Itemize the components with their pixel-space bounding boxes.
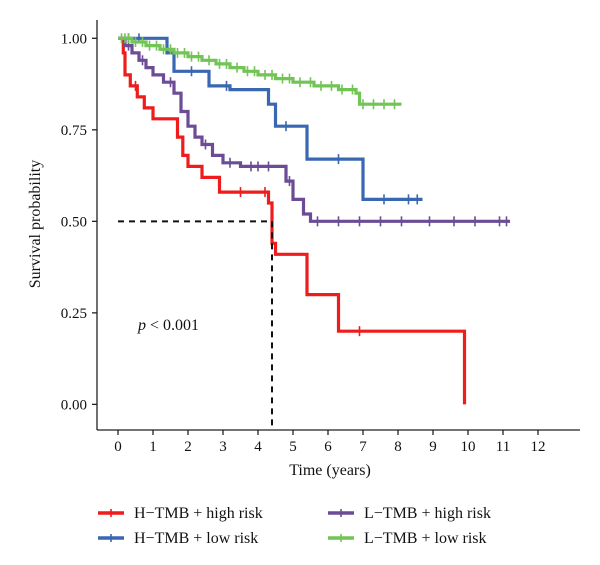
plot-area: 0.000.250.500.751.000 1 2 3 4 5 6 7 8 9 10 11 12 (61, 20, 580, 455)
series-line-3 (118, 36, 510, 223)
y-axis-label: Survival probability (27, 160, 44, 288)
y-tick-label: 0.25 (61, 306, 87, 322)
series-line-4 (118, 36, 402, 106)
x-tick-label: 3 (219, 439, 227, 455)
x-tick-label: 2 (184, 439, 192, 455)
x-tick-label: 10 (461, 439, 476, 455)
y-tick-label: 0.75 (61, 123, 87, 139)
x-tick-label: 1 (149, 439, 157, 455)
x-tick-label: 7 (359, 439, 367, 455)
x-tick-label: 4 (254, 439, 262, 455)
y-tick-label: 0.00 (61, 397, 87, 413)
x-tick-label: 0 (114, 439, 122, 455)
legend: H−TMB + high risk H−TMB + low risk L−TMB +… (98, 505, 491, 547)
legend-label-4: L−TMB + low risk (364, 530, 487, 547)
x-tick-label: 11 (496, 439, 510, 455)
legend-label-3: L−TMB + high risk (364, 505, 491, 522)
legend-label-1: H−TMB + high risk (134, 505, 263, 522)
series-line-1 (118, 36, 467, 405)
x-axis-label: Time (years) (289, 462, 371, 479)
x-tick-label: 6 (324, 439, 332, 455)
x-tick-label: 9 (429, 439, 437, 455)
y-tick-label: 0.50 (61, 214, 87, 230)
x-tick-label: 5 (289, 439, 297, 455)
legend-label-2: H−TMB + low risk (134, 530, 258, 547)
x-tick-label: 12 (531, 439, 546, 455)
x-tick-label: 8 (394, 439, 402, 455)
p-value-annotation: p < 0.001 (137, 317, 199, 334)
y-tick-label: 1.00 (61, 31, 87, 47)
p-value-symbol: p (137, 317, 146, 334)
p-value-text: < 0.001 (146, 317, 199, 334)
